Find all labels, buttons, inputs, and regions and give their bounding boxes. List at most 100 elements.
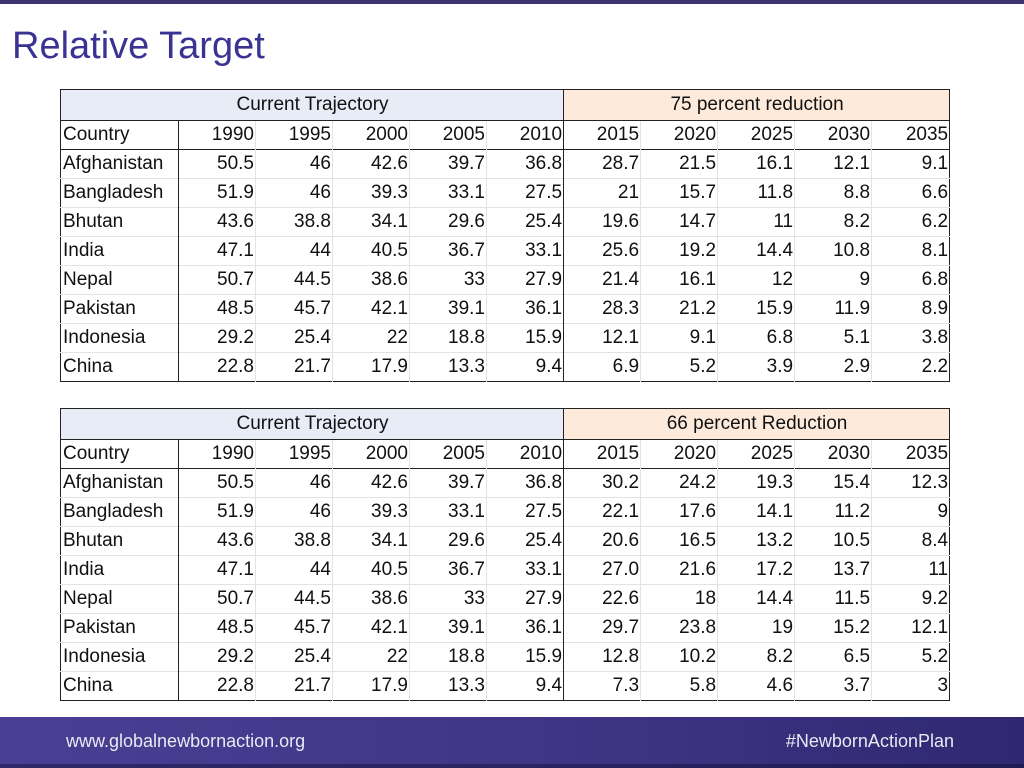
table-row: India 47.1 44 40.5 36.7 33.1 27.0 21.6 17.2 13.7 1… <box>60 555 950 585</box>
group-header-reduction: 75 percent reduction <box>563 89 950 121</box>
value-cell: 15.9 <box>485 323 564 353</box>
value-cell: 25.4 <box>485 207 564 237</box>
value-cell: 4.6 <box>717 671 795 701</box>
value-cell: 40.5 <box>332 555 410 585</box>
table-row: Indonesia 29.2 25.4 22 18.8 15.9 12.8 10.2 8.2 6.… <box>60 642 950 672</box>
value-cell: 22.6 <box>563 584 641 614</box>
value-cell: 44 <box>255 236 333 266</box>
value-cell: 16.1 <box>640 265 718 295</box>
group-header-reduction: 66 percent Reduction <box>563 408 950 440</box>
column-header-year: 2025 <box>717 439 795 469</box>
value-cell: 29.6 <box>409 526 487 556</box>
value-cell: 38.8 <box>255 207 333 237</box>
column-header-year: 2005 <box>409 120 487 150</box>
footer-url-link[interactable]: www.globalnewbornaction.org <box>66 731 306 751</box>
value-cell: 9.4 <box>485 671 564 701</box>
group-header-row: Current Trajectory 66 percent Reduction <box>60 408 950 440</box>
value-cell: 33.1 <box>485 555 564 585</box>
country-cell: China <box>60 671 179 701</box>
value-cell: 21.4 <box>563 265 641 295</box>
country-cell: Bhutan <box>60 526 179 556</box>
value-cell: 19.2 <box>640 236 718 266</box>
country-cell: Bangladesh <box>60 497 179 527</box>
value-cell: 21.7 <box>255 671 333 701</box>
value-cell: 45.7 <box>255 294 333 324</box>
value-cell: 40.5 <box>332 236 410 266</box>
country-cell: Indonesia <box>60 642 179 672</box>
value-cell: 48.5 <box>178 294 256 324</box>
table-row: Pakistan 48.5 45.7 42.1 39.1 36.1 28.3 21.2 15.9… <box>60 294 950 324</box>
value-cell: 3.9 <box>717 352 795 382</box>
value-cell: 36.1 <box>485 613 564 643</box>
table-row: Afghanistan 50.5 46 42.6 39.7 36.8 30.2 24.2 19.… <box>60 468 950 498</box>
value-cell: 38.6 <box>332 584 410 614</box>
value-cell: 28.7 <box>563 149 641 179</box>
column-header-country: Country <box>60 439 179 469</box>
value-cell: 39.3 <box>332 178 410 208</box>
value-cell: 8.1 <box>871 236 950 266</box>
column-header-year: 2010 <box>485 439 564 469</box>
value-cell: 14.7 <box>640 207 718 237</box>
value-cell: 25.4 <box>255 323 333 353</box>
value-cell: 22.8 <box>178 671 256 701</box>
value-cell: 30.2 <box>563 468 641 498</box>
country-cell: Bhutan <box>60 207 179 237</box>
value-cell: 11.9 <box>794 294 872 324</box>
value-cell: 25.4 <box>255 642 333 672</box>
value-cell: 36.8 <box>485 149 564 179</box>
value-cell: 22 <box>332 642 410 672</box>
value-cell: 36.8 <box>485 468 564 498</box>
value-cell: 12 <box>717 265 795 295</box>
value-cell: 25.6 <box>563 236 641 266</box>
value-cell: 44 <box>255 555 333 585</box>
value-cell: 50.5 <box>178 149 256 179</box>
value-cell: 11 <box>717 207 795 237</box>
value-cell: 39.7 <box>409 149 487 179</box>
value-cell: 18.8 <box>409 642 487 672</box>
column-header-year: 2000 <box>332 439 410 469</box>
table-row: Afghanistan 50.5 46 42.6 39.7 36.8 28.7 21.5 16.… <box>60 149 950 179</box>
value-cell: 8.2 <box>794 207 872 237</box>
value-cell: 5.1 <box>794 323 872 353</box>
value-cell: 2.9 <box>794 352 872 382</box>
value-cell: 21.2 <box>640 294 718 324</box>
country-cell: China <box>60 352 179 382</box>
value-cell: 22.8 <box>178 352 256 382</box>
value-cell: 29.2 <box>178 323 256 353</box>
table-row: Bhutan 43.6 38.8 34.1 29.6 25.4 20.6 16.5 13.2 10… <box>60 526 950 556</box>
value-cell: 14.4 <box>717 236 795 266</box>
value-cell: 17.9 <box>332 671 410 701</box>
value-cell: 39.1 <box>409 294 487 324</box>
country-cell: India <box>60 555 179 585</box>
value-cell: 46 <box>255 178 333 208</box>
value-cell: 9.2 <box>871 584 950 614</box>
column-header-year: 1995 <box>255 439 333 469</box>
value-cell: 22 <box>332 323 410 353</box>
footer-bar: www.globalnewbornaction.org #NewbornActi… <box>0 717 1024 768</box>
value-cell: 42.1 <box>332 613 410 643</box>
value-cell: 36.1 <box>485 294 564 324</box>
table-row: Bangladesh 51.9 46 39.3 33.1 27.5 21 15.7 11.8 8.… <box>60 178 950 208</box>
table-row: Indonesia 29.2 25.4 22 18.8 15.9 12.1 9.1 6.8 5.1… <box>60 323 950 353</box>
value-cell: 9.4 <box>485 352 564 382</box>
table-row: China 22.8 21.7 17.9 13.3 9.4 6.9 5.2 3.9 2.9 2.2 <box>60 352 950 382</box>
column-header-year: 2015 <box>563 120 641 150</box>
value-cell: 21.5 <box>640 149 718 179</box>
column-header-year: 2015 <box>563 439 641 469</box>
value-cell: 19.3 <box>717 468 795 498</box>
value-cell: 33.1 <box>409 178 487 208</box>
value-cell: 47.1 <box>178 555 256 585</box>
value-cell: 5.8 <box>640 671 718 701</box>
value-cell: 46 <box>255 497 333 527</box>
value-cell: 36.7 <box>409 236 487 266</box>
value-cell: 42.6 <box>332 149 410 179</box>
column-header-year: 2030 <box>794 439 872 469</box>
column-header-year: 2025 <box>717 120 795 150</box>
value-cell: 28.3 <box>563 294 641 324</box>
table-row: Bhutan 43.6 38.8 34.1 29.6 25.4 19.6 14.7 11 8.2 6… <box>60 207 950 237</box>
value-cell: 3 <box>871 671 950 701</box>
value-cell: 14.4 <box>717 584 795 614</box>
value-cell: 38.8 <box>255 526 333 556</box>
top-rule <box>0 0 1024 4</box>
value-cell: 13.7 <box>794 555 872 585</box>
